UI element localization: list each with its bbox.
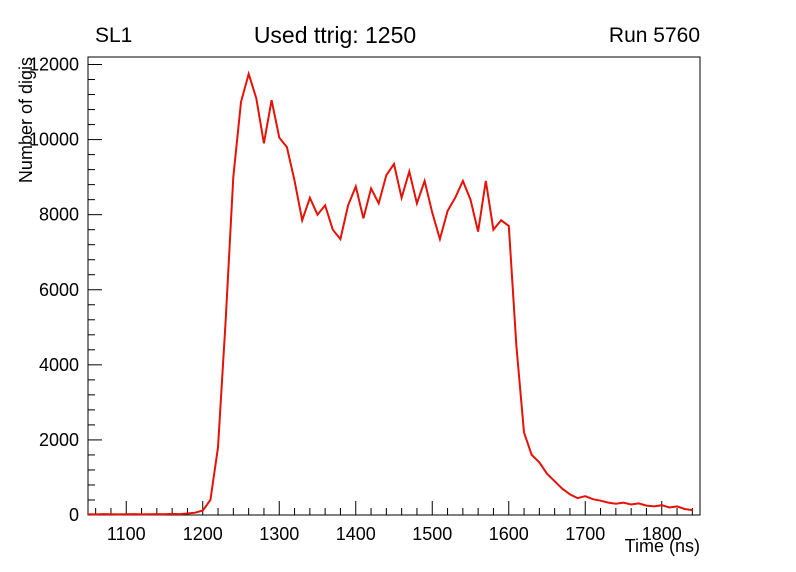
- x-tick-label: 1700: [565, 524, 605, 544]
- plot-frame: [87, 56, 701, 516]
- x-tick-label: 1100: [107, 524, 146, 544]
- pad-title-center: Used ttrig: 1250: [253, 22, 417, 48]
- x-tick-label: 1800: [642, 524, 682, 544]
- y-tick-label: 10000: [29, 130, 79, 150]
- x-axis-title: Time (ns): [624, 536, 700, 556]
- x-tick-label: 1500: [412, 524, 452, 544]
- x-tick-label: 1200: [183, 524, 223, 544]
- pad-title-left: SL1: [95, 24, 133, 47]
- y-tick-label: 12000: [29, 55, 79, 75]
- x-tick-label: 1600: [489, 524, 529, 544]
- y-tick-label: 6000: [39, 280, 79, 300]
- y-tick-label: 8000: [39, 205, 79, 225]
- y-tick-label: 2000: [39, 430, 79, 450]
- x-tick-label: 1300: [259, 524, 299, 544]
- y-tick-label: 4000: [39, 355, 79, 375]
- y-tick-label: 0: [69, 505, 79, 525]
- pad-title-right: Run 5760: [608, 24, 700, 47]
- data-line-digis-vs-time: [87, 70, 693, 516]
- x-tick-label: 1400: [336, 524, 376, 544]
